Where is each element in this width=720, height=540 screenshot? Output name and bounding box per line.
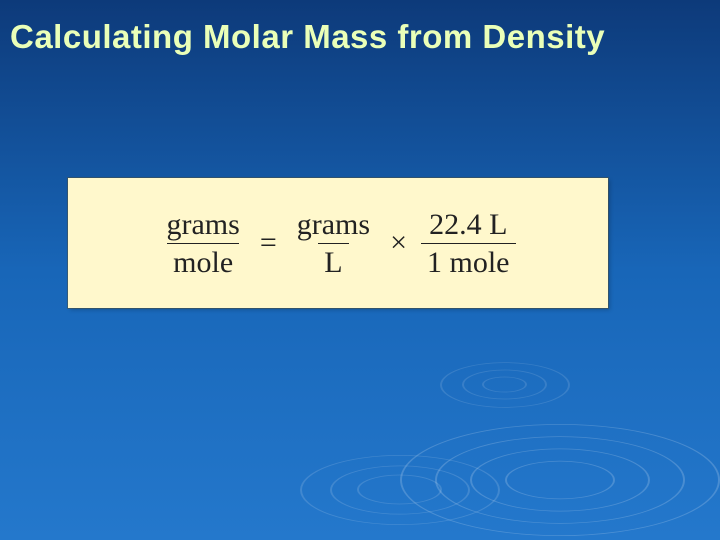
denominator: mole [167, 243, 239, 279]
slide-title: Calculating Molar Mass from Density [10, 18, 710, 56]
equals-sign: = [260, 226, 277, 260]
fraction-grams-per-liter: grams L [291, 208, 376, 279]
fraction-grams-per-mole: grams mole [161, 208, 246, 279]
numerator: grams [291, 208, 376, 243]
slide: Calculating Molar Mass from Density gram… [0, 0, 720, 540]
numerator: 22.4 L [423, 208, 513, 243]
molar-mass-formula: grams mole = grams L × 22.4 L 1 mole [161, 208, 516, 279]
fraction-molar-volume: 22.4 L 1 mole [421, 208, 516, 279]
times-sign: × [390, 226, 407, 260]
denominator: L [318, 243, 348, 279]
ripple-decoration [300, 320, 700, 540]
formula-box: grams mole = grams L × 22.4 L 1 mole [68, 178, 608, 308]
denominator: 1 mole [421, 243, 516, 279]
numerator: grams [161, 208, 246, 243]
